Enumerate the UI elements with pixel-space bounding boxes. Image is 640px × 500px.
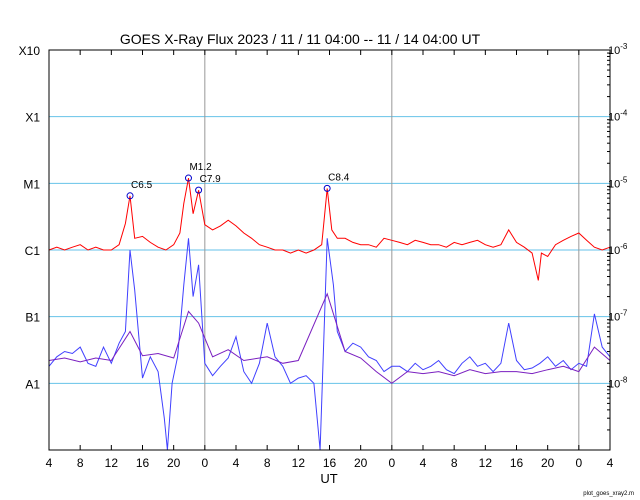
x-axis-label: UT (320, 471, 337, 486)
flare-marker-3 (323, 184, 331, 192)
x-tick-label-15: 16 (510, 456, 524, 470)
y-right-label-5: 10-8 (608, 375, 628, 390)
y-left-label-2: M1 (23, 177, 40, 191)
y-left-label-4: B1 (25, 311, 40, 325)
x-tick-label-0: 4 (46, 456, 53, 470)
y-left-labels: X10 X1 M1 C1 B1 A1 (19, 44, 41, 391)
series-line-2 (48, 292, 611, 384)
grid-lines (49, 116, 610, 384)
x-tick-label-5: 0 (201, 456, 208, 470)
series-line-1 (48, 238, 611, 451)
x-tick-label-13: 8 (451, 456, 458, 470)
chart-title: GOES X-Ray Flux 2023 / 11 / 11 04:00 -- … (120, 31, 481, 47)
y-right-labels: 10-3 10-4 10-5 10-6 10-7 10-8 (608, 42, 628, 390)
y-left-label-1: X1 (25, 111, 40, 125)
y-right-label-4: 10-7 (608, 309, 628, 324)
y-left-label-5: A1 (25, 377, 40, 391)
flare-label-1: M1.2 (189, 162, 212, 173)
x-tick-label-4: 20 (167, 456, 181, 470)
x-tick-labels: 4 8 12 16 20 0 4 8 12 16 20 0 4 8 12 16 20 0 4 (46, 456, 614, 470)
flare-marker-0 (126, 192, 134, 200)
y-right-label-3: 10-6 (608, 242, 628, 257)
flare-marker-2 (195, 186, 203, 194)
y-right-label-1: 10-4 (608, 109, 628, 124)
x-tick-label-6: 4 (233, 456, 240, 470)
x-tick-label-17: 0 (575, 456, 582, 470)
x-tick-label-11: 0 (388, 456, 395, 470)
x-tick-label-7: 8 (264, 456, 271, 470)
flux-series (48, 178, 611, 451)
x-tick-label-10: 20 (354, 456, 368, 470)
flare-label-2: C7.9 (200, 174, 222, 185)
flare-annotations: C6.5 M1.2C7.9 C8.4 (126, 162, 350, 200)
x-tick-label-12: 4 (420, 456, 427, 470)
y-right-label-2: 10-5 (608, 175, 628, 190)
axis-ticks (48, 50, 611, 450)
y-left-label-0: X10 (19, 44, 41, 58)
flare-label-3: C8.4 (328, 172, 350, 183)
series-line-0 (48, 178, 611, 281)
y-left-label-3: C1 (25, 244, 41, 258)
y-right-label-0: 10-3 (608, 42, 628, 57)
flare-marker-1 (184, 174, 192, 182)
x-tick-label-8: 12 (292, 456, 306, 470)
x-tick-label-16: 20 (541, 456, 555, 470)
x-tick-label-3: 16 (136, 456, 150, 470)
plot-credit: plot_goes_xray2.m (583, 491, 634, 497)
x-tick-label-14: 12 (479, 456, 493, 470)
x-tick-label-18: 4 (607, 456, 614, 470)
x-tick-label-1: 8 (77, 456, 84, 470)
flare-label-0: C6.5 (131, 180, 153, 191)
x-tick-label-2: 12 (105, 456, 119, 470)
x-tick-label-9: 16 (323, 456, 337, 470)
